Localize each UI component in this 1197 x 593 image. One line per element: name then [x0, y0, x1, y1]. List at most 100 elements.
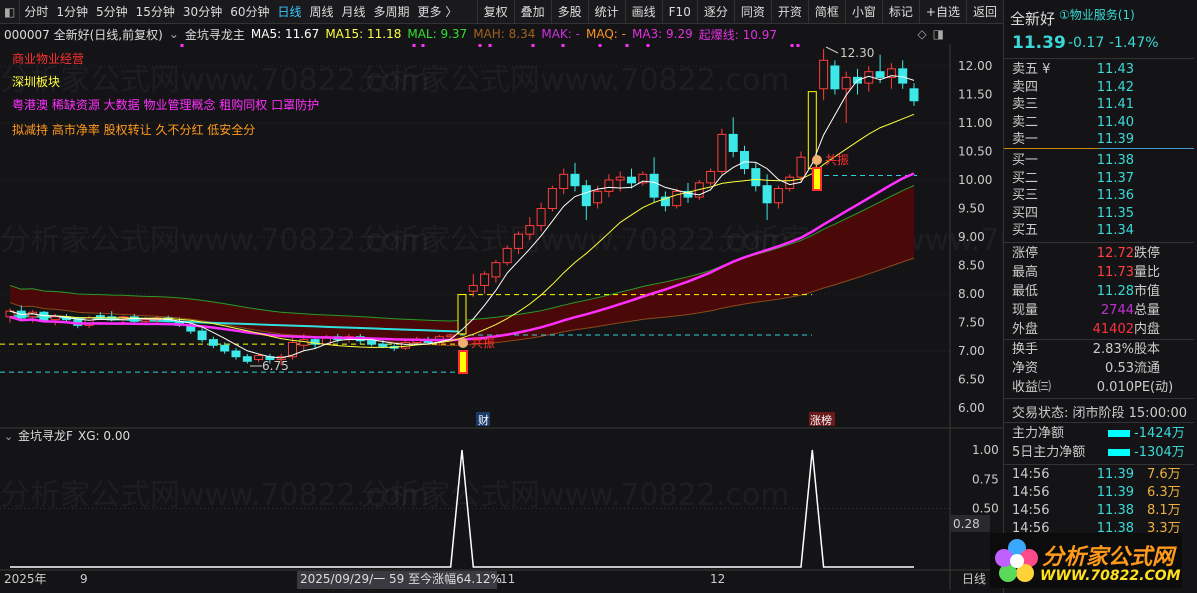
quote-row: 卖一 11.39	[1012, 131, 1192, 149]
row-label: 卖五 ¥	[1012, 62, 1051, 77]
ma15-line	[9, 113, 915, 348]
logo-url: WWW.70822.COM	[1040, 568, 1181, 584]
candle	[367, 340, 377, 345]
sector-link[interactable]: ①物业服务(1)	[1059, 8, 1135, 22]
tick-volume: 6.3万	[1147, 485, 1181, 500]
signal-marker	[812, 167, 822, 191]
period-label[interactable]: 日线	[962, 572, 986, 586]
tool-button[interactable]: 简框	[807, 0, 845, 24]
period-tab[interactable]: 周线	[309, 5, 334, 19]
lower-cursor-value: 0.28	[953, 517, 980, 531]
board-tag: 深圳板块	[12, 75, 61, 89]
mal-value: MAL: 9.37	[407, 27, 468, 41]
ma5-value: MA5: 11.67	[250, 27, 320, 41]
y-tick-label: 6.50	[958, 373, 985, 387]
tool-button[interactable]: 叠加	[513, 0, 551, 24]
period-tab[interactable]: 更多 〉	[417, 5, 458, 19]
quote-row: 卖二 11.40	[1012, 114, 1192, 132]
tool-button[interactable]: 同资	[733, 0, 771, 24]
tool-button[interactable]: 小窗	[844, 0, 882, 24]
candle	[740, 151, 749, 170]
lower-indicator-name[interactable]: 金坑寻龙F	[18, 428, 73, 443]
candle	[762, 185, 772, 204]
tool-button[interactable]: 逐分	[696, 0, 734, 24]
y-tick-label: 10.00	[958, 173, 992, 187]
period-tab[interactable]: 5分钟	[96, 5, 128, 19]
row-label: 卖三	[1012, 97, 1039, 112]
tool-button[interactable]: 返回	[965, 0, 1003, 24]
quote-row: 卖四 11.42	[1012, 79, 1192, 97]
row-label2: 市值	[1134, 284, 1161, 299]
tool-button[interactable]: F10	[661, 0, 697, 24]
event-badge-finance[interactable]	[476, 412, 490, 426]
y-tick-label: 9.00	[958, 230, 985, 244]
signal-label: 共振	[825, 153, 849, 167]
candle	[242, 356, 252, 362]
candle	[830, 65, 840, 90]
event-badge-list[interactable]	[809, 412, 835, 426]
kline-chart[interactable]: 12.00 11.50 11.00 10.50 10.00 9.50 9.00 8.50 8.0…	[0, 0, 1003, 593]
quote-row: 换手 2.83% 股本	[1012, 341, 1192, 359]
flow-row: 5日主力净额 -1304万	[1012, 444, 1192, 462]
ma-band	[10, 185, 914, 346]
tool-button[interactable]: 复权	[476, 0, 514, 24]
candle	[197, 330, 207, 341]
lower-dropdown-icon[interactable]: ⌄	[4, 430, 13, 443]
candle	[649, 173, 659, 198]
period-tab[interactable]: 60分钟	[230, 5, 270, 19]
row-value: 12.72	[1096, 246, 1134, 261]
indicator-name[interactable]: 金坑寻龙主	[184, 27, 245, 42]
x-tick-label: 11	[500, 572, 515, 586]
panel-toggle-icon[interactable]: ◨	[932, 27, 944, 41]
ma5-line	[9, 75, 915, 359]
industry-tag: 商业物业经营	[12, 52, 85, 66]
candle	[875, 71, 885, 78]
quote-row: 净资 0.53 流通	[1012, 360, 1192, 378]
diamond-icon[interactable]: ◇	[917, 27, 927, 41]
low-label: 6.75	[262, 359, 289, 373]
row-label: 买二	[1012, 170, 1039, 186]
period-tab[interactable]: 多周期	[373, 5, 410, 19]
flow-bar	[1108, 449, 1130, 456]
dropdown-icon[interactable]: ⌄	[168, 27, 179, 41]
mah-value: MAH: 8.34	[473, 27, 536, 41]
period-tab[interactable]: 30分钟	[182, 5, 223, 19]
high-label: 12.30	[840, 46, 874, 60]
tick-time: 14:56	[1012, 485, 1050, 500]
layout-toggle-icon[interactable]: ◧	[4, 4, 16, 19]
candle	[502, 247, 512, 264]
tick-time: 14:56	[1012, 503, 1050, 518]
quote-panel: 全新好 ①物业服务(1) 11.39 -0.17 -1.47% 卖五 ¥ 11.4…	[1003, 0, 1197, 593]
tick-price: 11.38	[1096, 503, 1134, 518]
indicator-info-bar: 000007 全新好(日线,前复权) ⌄ 金坑寻龙主 MA5: 11.67 MA…	[0, 24, 950, 44]
candle	[310, 339, 320, 345]
period-tab[interactable]: 1分钟	[56, 5, 88, 19]
signal-dot	[488, 44, 492, 47]
signal-dot	[478, 44, 482, 47]
tool-button[interactable]: 画线	[624, 0, 662, 24]
flow-label: 5日主力净额	[1012, 445, 1086, 460]
row-value: 0.010	[1096, 380, 1134, 395]
period-tab[interactable]: 月线	[341, 5, 366, 19]
row-value: 11.37	[1096, 170, 1134, 186]
cursor-date-label: 2025/09/29/一 59 至今涨幅64.12%	[300, 571, 502, 586]
tool-button[interactable]: 标记	[881, 0, 919, 24]
x-tick-label: 12	[710, 572, 725, 586]
price-change-pct: -1.47%	[1109, 35, 1159, 51]
tool-button[interactable]: +自选	[918, 0, 966, 24]
tick-volume: 3.3万	[1147, 521, 1181, 536]
tick-price: 11.39	[1096, 485, 1134, 500]
row-label: 买四	[1012, 205, 1039, 221]
tool-button[interactable]: 统计	[587, 0, 625, 24]
toolbar: ◧ 分时 1分钟 5分钟 15分钟 30分钟 60分钟 日线 周线 月线 多周期 更多 〉 复权 叠加…	[0, 0, 1003, 24]
period-tab[interactable]: 分时	[24, 5, 49, 19]
tool-button[interactable]: 多股	[550, 0, 588, 24]
period-tab[interactable]: 日线	[277, 5, 302, 19]
quote-row: 买三 11.36	[1012, 187, 1192, 205]
price-change: -0.17	[1068, 35, 1105, 51]
tick-volume: 7.6万	[1147, 467, 1181, 482]
signal-dot	[531, 44, 535, 47]
period-tab[interactable]: 15分钟	[135, 5, 175, 19]
row-label: 涨停	[1012, 246, 1039, 261]
tool-button[interactable]: 开资	[770, 0, 808, 24]
